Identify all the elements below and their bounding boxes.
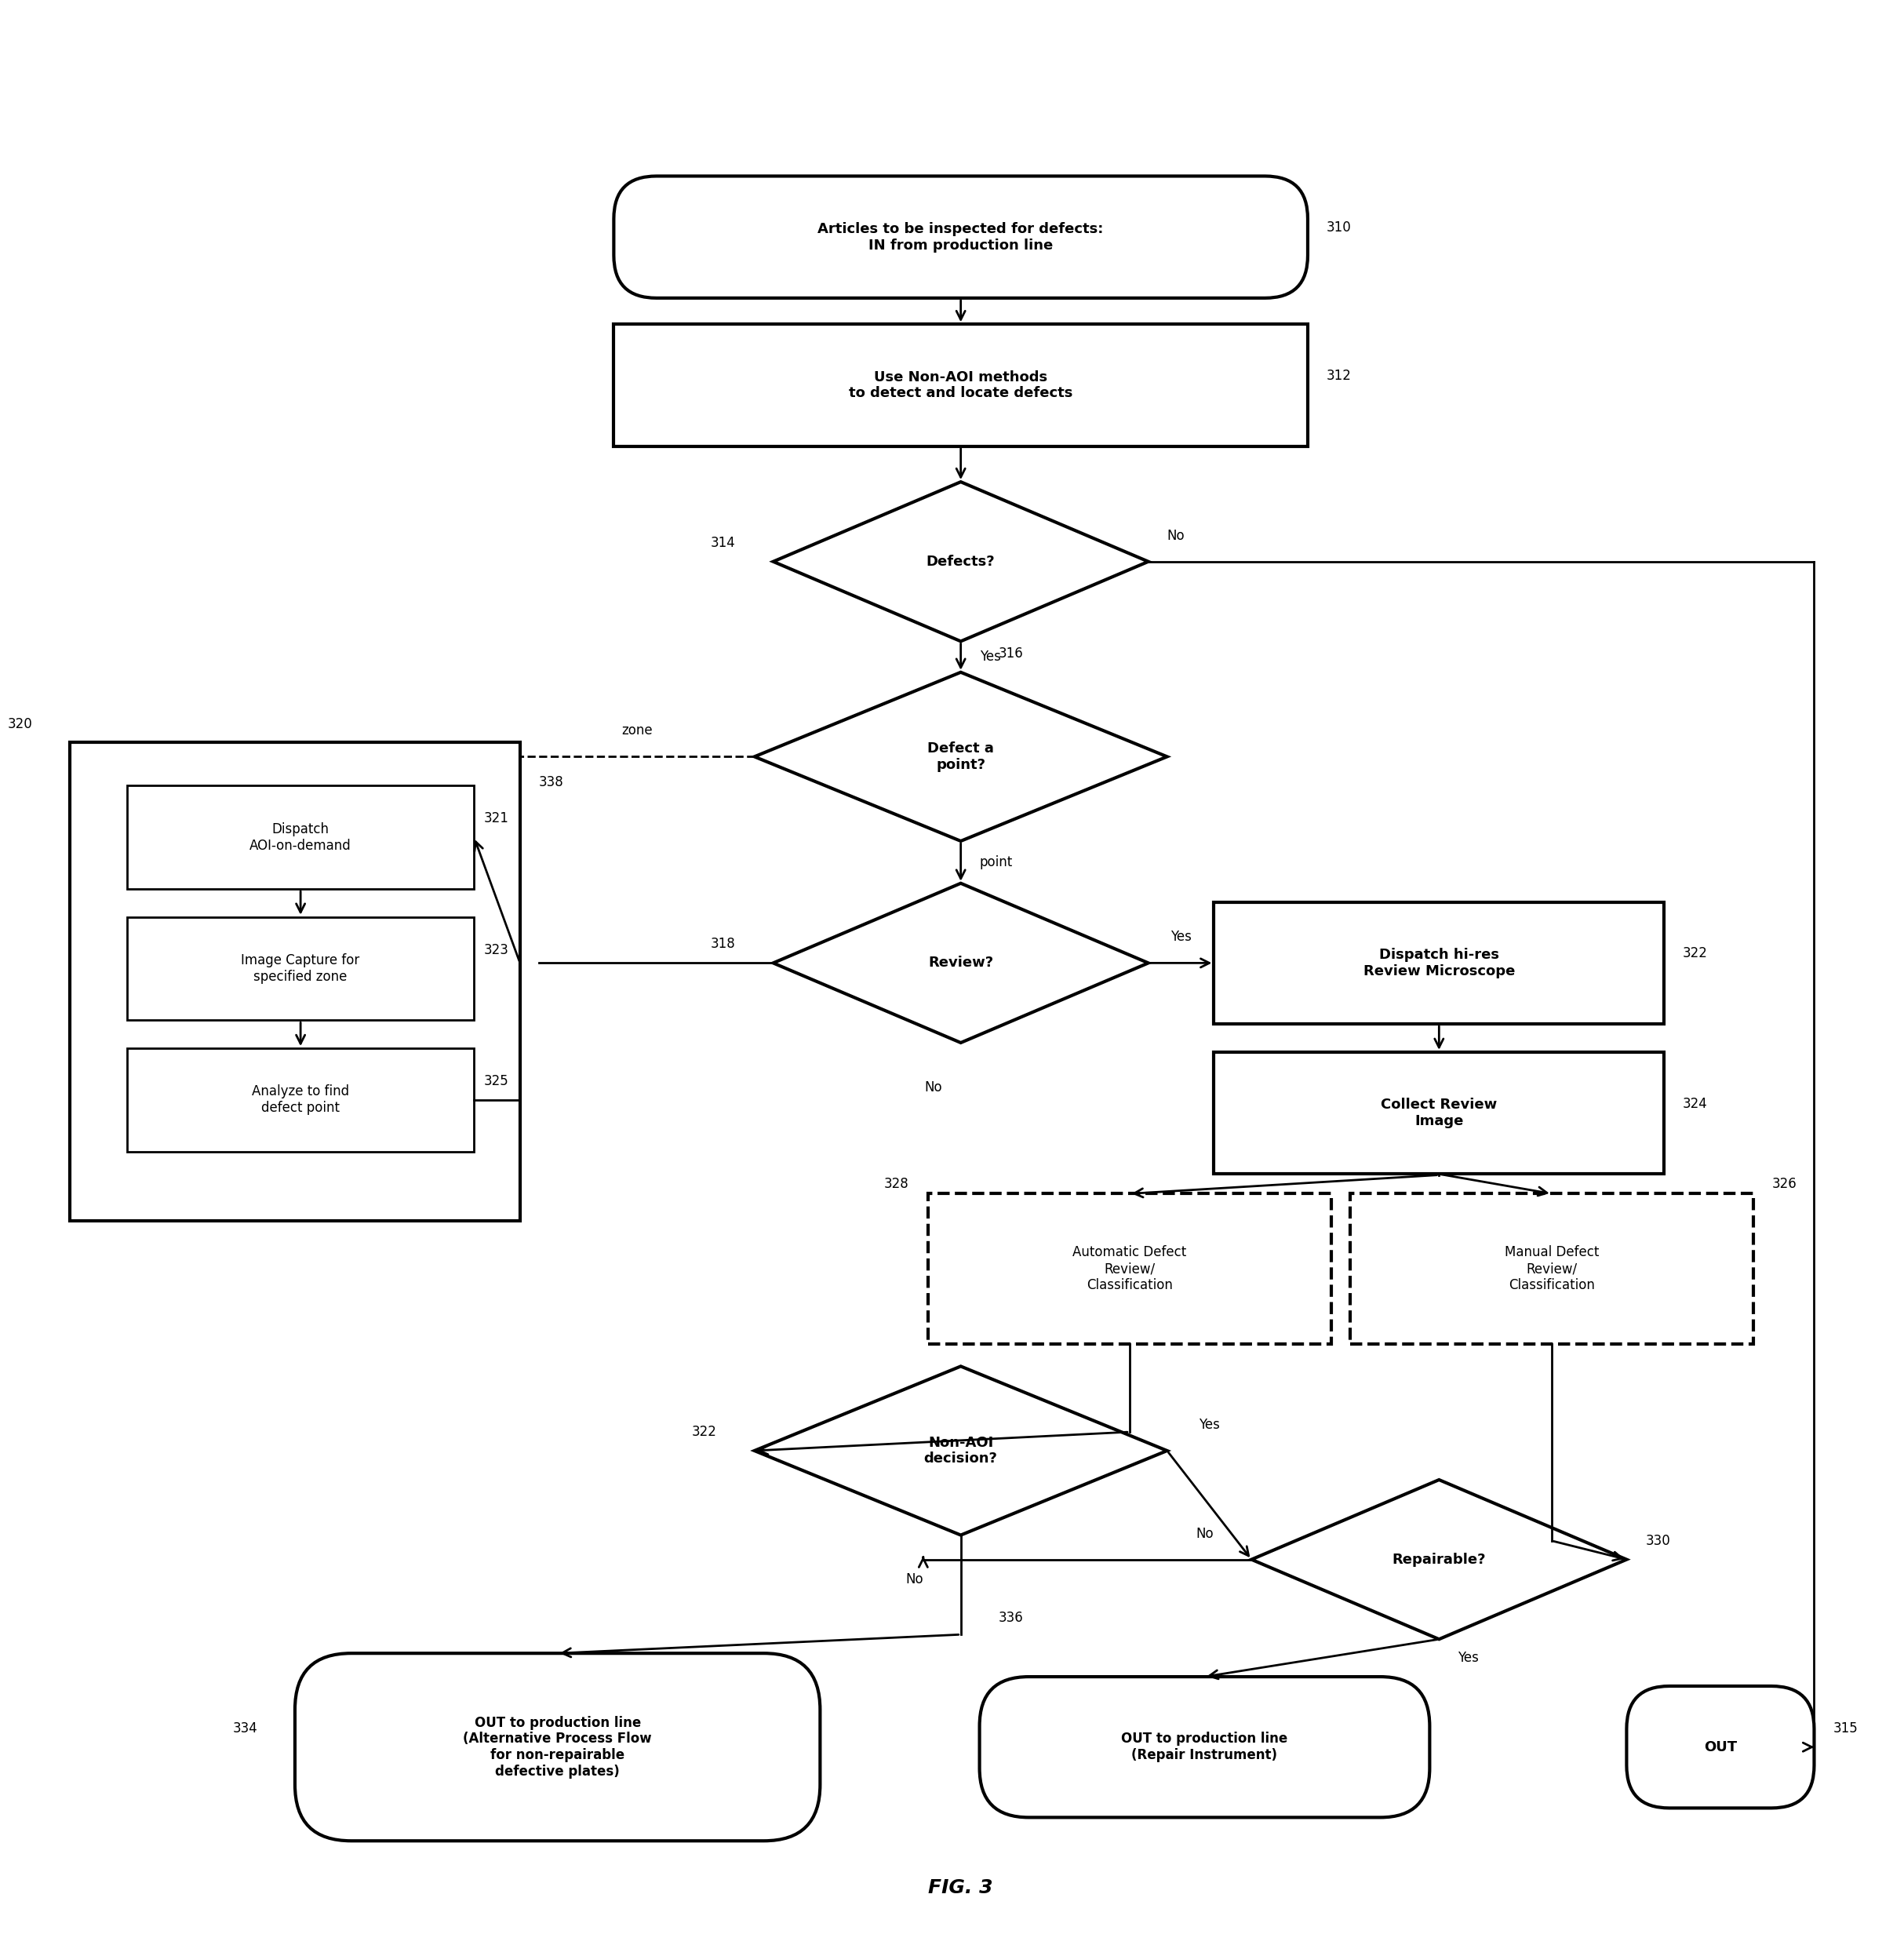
Text: 324: 324: [1683, 1097, 1708, 1111]
FancyBboxPatch shape: [979, 1676, 1430, 1817]
Text: 312: 312: [1327, 370, 1352, 383]
Bar: [70, 743, 520, 1221]
Polygon shape: [754, 673, 1167, 841]
Text: 328: 328: [883, 1178, 910, 1191]
Text: Yes: Yes: [1458, 1651, 1479, 1665]
Text: Yes: Yes: [1200, 1418, 1220, 1432]
Text: Yes: Yes: [1171, 931, 1192, 945]
Text: Defects?: Defects?: [927, 554, 996, 569]
Text: 326: 326: [1773, 1178, 1797, 1191]
Text: point: point: [979, 855, 1013, 868]
Text: Use Non-AOI methods
to detect and locate defects: Use Non-AOI methods to detect and locate…: [849, 370, 1072, 401]
Text: 338: 338: [539, 775, 564, 790]
Text: Manual Defect
Review/
Classification: Manual Defect Review/ Classification: [1504, 1246, 1599, 1293]
Text: Analyze to find
defect point: Analyze to find defect point: [251, 1086, 348, 1115]
Text: Dispatch hi-res
Review Microscope: Dispatch hi-res Review Microscope: [1363, 949, 1516, 978]
Text: 336: 336: [998, 1612, 1022, 1625]
Text: Non-AOI
decision?: Non-AOI decision?: [923, 1436, 998, 1465]
FancyBboxPatch shape: [295, 1653, 821, 1841]
Text: Repairable?: Repairable?: [1392, 1553, 1485, 1567]
Text: 325: 325: [484, 1074, 508, 1088]
Text: 330: 330: [1645, 1534, 1670, 1547]
Text: 310: 310: [1327, 221, 1352, 235]
Text: 322: 322: [1683, 947, 1708, 960]
Text: Image Capture for
specified zone: Image Capture for specified zone: [242, 953, 360, 984]
Text: Articles to be inspected for defects:
IN from production line: Articles to be inspected for defects: IN…: [819, 221, 1104, 252]
Text: No: No: [923, 1080, 942, 1093]
Text: OUT: OUT: [1704, 1741, 1736, 1755]
Text: zone: zone: [623, 724, 653, 737]
Text: Defect a
point?: Defect a point?: [927, 741, 994, 773]
Bar: [128, 917, 474, 1021]
Text: 316: 316: [998, 645, 1022, 661]
Bar: [1215, 1052, 1664, 1174]
Text: FIG. 3: FIG. 3: [929, 1878, 994, 1897]
Text: Yes: Yes: [979, 649, 1002, 663]
Text: No: No: [906, 1573, 923, 1586]
Text: OUT to production line
(Alternative Process Flow
for non-repairable
defective pl: OUT to production line (Alternative Proc…: [463, 1715, 651, 1778]
Bar: [128, 1048, 474, 1152]
FancyBboxPatch shape: [1626, 1686, 1815, 1807]
Text: Automatic Defect
Review/
Classification: Automatic Defect Review/ Classification: [1072, 1246, 1186, 1293]
Bar: [613, 325, 1308, 446]
Polygon shape: [773, 884, 1148, 1043]
Text: OUT to production line
(Repair Instrument): OUT to production line (Repair Instrumen…: [1121, 1731, 1287, 1762]
Bar: [1350, 1193, 1754, 1344]
Text: Collect Review
Image: Collect Review Image: [1380, 1097, 1497, 1129]
Bar: [128, 786, 474, 888]
Text: 321: 321: [484, 812, 508, 825]
Text: 315: 315: [1834, 1721, 1858, 1735]
Text: Review?: Review?: [927, 956, 994, 970]
Polygon shape: [754, 1367, 1167, 1535]
Text: 323: 323: [484, 943, 508, 956]
Bar: [927, 1193, 1331, 1344]
Text: Dispatch
AOI-on-demand: Dispatch AOI-on-demand: [249, 822, 352, 853]
Text: 320: 320: [8, 716, 32, 732]
Text: 334: 334: [232, 1721, 257, 1735]
Text: 322: 322: [691, 1424, 718, 1440]
Text: No: No: [1196, 1526, 1215, 1541]
Bar: [1215, 902, 1664, 1023]
Polygon shape: [1251, 1481, 1626, 1639]
Text: 318: 318: [710, 937, 735, 951]
Text: 314: 314: [710, 536, 735, 550]
Text: No: No: [1167, 528, 1184, 544]
Polygon shape: [773, 481, 1148, 642]
FancyBboxPatch shape: [613, 176, 1308, 297]
